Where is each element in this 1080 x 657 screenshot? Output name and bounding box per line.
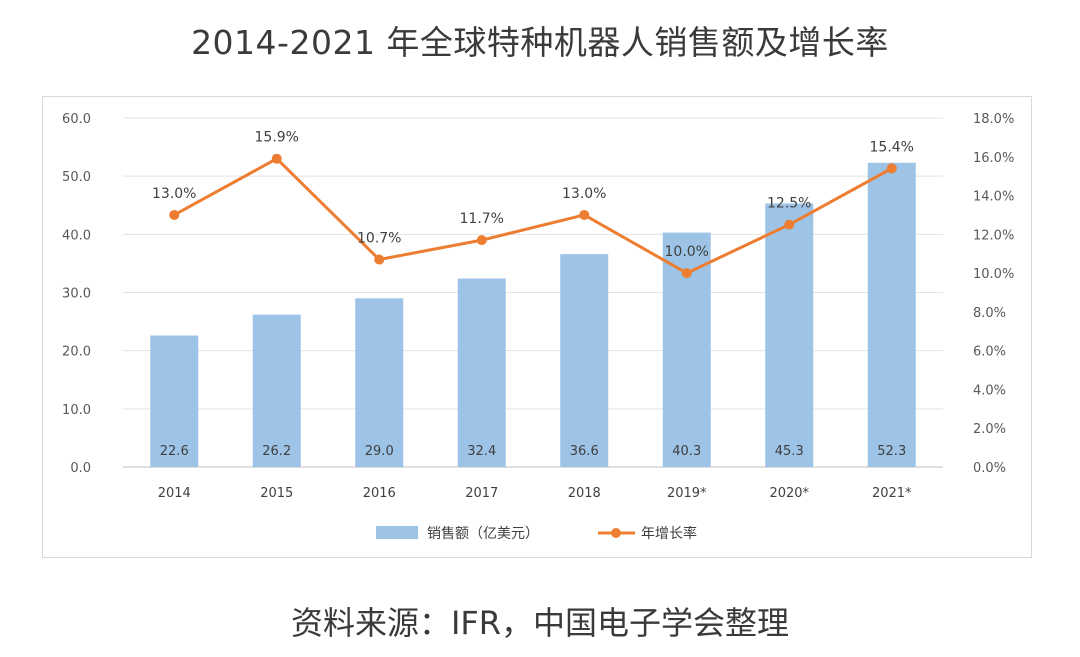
- growth-point-2016: [374, 254, 385, 265]
- growth-line: [173, 157, 893, 275]
- growth-data-label: 15.4%: [870, 139, 914, 155]
- x-tick-label: 2018: [568, 486, 601, 501]
- y-left-tick-label: 50.0: [62, 170, 91, 185]
- y-left-tick-label: 20.0: [62, 345, 91, 360]
- growth-point-2015: [271, 153, 282, 164]
- bar-2014: [150, 335, 199, 467]
- bar-data-label: 22.6: [160, 444, 189, 459]
- y-right-tick-label: 18.0%: [973, 112, 1014, 127]
- y-left-tick-label: 40.0: [62, 228, 91, 243]
- bar-data-label: 29.0: [365, 444, 394, 459]
- growth-point-2021*: [886, 163, 897, 174]
- y-right-tick-label: 8.0%: [973, 306, 1006, 321]
- growth-data-label: 13.0%: [152, 186, 196, 202]
- y-right-tick-label: 16.0%: [973, 151, 1014, 166]
- bar-data-label: 52.3: [877, 444, 906, 459]
- x-tick-label: 2015: [260, 486, 293, 501]
- chart-title: 2014-2021 年全球特种机器人销售额及增长率: [191, 23, 889, 62]
- legend-line-marker: [611, 528, 621, 538]
- source-note: 资料来源：IFR，中国电子学会整理: [290, 604, 790, 642]
- y-left-tick-label: 60.0: [62, 112, 91, 127]
- legend-bar-swatch: [376, 526, 418, 539]
- bar-data-label: 45.3: [775, 444, 804, 459]
- growth-data-label: 10.7%: [357, 231, 401, 247]
- growth-data-label: 11.7%: [460, 211, 504, 227]
- y-right-tick-label: 14.0%: [973, 190, 1014, 205]
- growth-data-label: 12.5%: [767, 196, 811, 212]
- legend-line-label: 年增长率: [641, 525, 697, 542]
- growth-data-label: 13.0%: [562, 186, 606, 202]
- bar-2017: [457, 278, 506, 467]
- y-left-tick-label: 0.0: [70, 461, 91, 476]
- growth-data-label: 15.9%: [255, 130, 299, 146]
- x-tick-label: 2020*: [769, 486, 809, 501]
- y-right-tick-label: 10.0%: [973, 267, 1014, 282]
- combo-chart: 0.0 10.0 20.0 30.0 40.0 50.0 60.0 0.0% 2.0% 4.0% 6…: [62, 112, 1014, 542]
- x-tick-label: 2017: [465, 486, 498, 501]
- growth-point-2020*: [784, 219, 795, 230]
- x-tick-label: 2014: [158, 486, 191, 501]
- y-left-tick-label: 10.0: [62, 403, 91, 418]
- y-right-tick-label: 12.0%: [973, 228, 1014, 243]
- bar-2019*: [662, 232, 711, 467]
- growth-point-2017: [476, 235, 487, 246]
- growth-point-2018: [579, 209, 590, 220]
- y-right-tick-label: 2.0%: [973, 422, 1006, 437]
- bar-2021*: [867, 162, 916, 467]
- bar-data-label: 36.6: [570, 444, 599, 459]
- bar-data-label: 40.3: [672, 444, 701, 459]
- y-right-tick-label: 0.0%: [973, 461, 1006, 476]
- legend-bar-label: 销售额（亿美元）: [427, 526, 539, 542]
- x-tick-label: 2016: [363, 486, 396, 501]
- y-left-tick-label: 30.0: [62, 287, 91, 302]
- y-right-tick-label: 4.0%: [973, 383, 1006, 398]
- growth-point-2019*: [681, 268, 692, 279]
- growth-point-2014: [169, 209, 180, 220]
- y-right-tick-label: 6.0%: [973, 345, 1006, 360]
- x-tick-label: 2019*: [667, 486, 707, 501]
- bar-data-label: 26.2: [262, 444, 291, 459]
- bar-2016: [355, 298, 404, 467]
- growth-data-label: 10.0%: [665, 244, 709, 260]
- x-tick-label: 2021*: [872, 486, 912, 501]
- chart-frame: 0.0 10.0 20.0 30.0 40.0 50.0 60.0 0.0% 2.0% 4.0% 6…: [42, 96, 1032, 558]
- bar-2018: [560, 254, 609, 467]
- bar-data-label: 32.4: [467, 444, 496, 459]
- bar-2020*: [765, 203, 814, 467]
- bar-2015: [252, 314, 301, 467]
